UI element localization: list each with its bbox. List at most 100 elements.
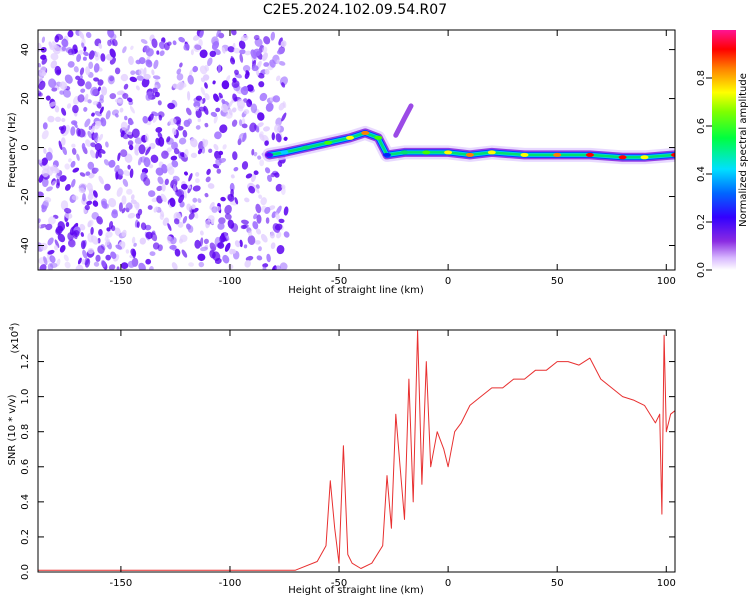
figure-title: C2E5.2024.102.09.54.R07 [263, 2, 447, 18]
noise-blob [107, 75, 115, 85]
noise-blob [218, 150, 224, 156]
signal-ridge-point [585, 152, 594, 157]
noise-blob [182, 129, 188, 138]
noise-blob [188, 262, 194, 267]
noise-blob [265, 217, 270, 224]
noise-blob [67, 232, 74, 241]
noise-blob [199, 65, 208, 75]
noise-blob [50, 52, 59, 61]
noise-blob [145, 59, 153, 68]
spectrogram-xtick-label: -150 [110, 276, 133, 287]
noise-blob [82, 193, 86, 202]
noise-blob [136, 75, 144, 81]
colorbar-tick-label: 0.2 [696, 214, 707, 230]
noise-blob [127, 260, 135, 268]
noise-blob [259, 92, 268, 102]
noise-blob [152, 87, 158, 94]
noise-blob [44, 196, 52, 203]
noise-blob [51, 180, 56, 187]
noise-blob [97, 79, 104, 86]
noise-blob [224, 204, 232, 215]
noise-blob [124, 115, 128, 121]
noise-blob [148, 190, 156, 198]
snr-marks [38, 330, 675, 571]
noise-blob [241, 161, 249, 170]
noise-blob [276, 245, 285, 255]
noise-blob [64, 74, 73, 84]
noise-blob [159, 50, 165, 57]
noise-blob [70, 160, 76, 168]
noise-blob [47, 237, 54, 246]
noise-blob [115, 244, 123, 250]
noise-blob [88, 61, 94, 69]
spectrogram-xtick-label: 50 [551, 276, 564, 287]
noise-blob [38, 42, 42, 53]
noise-blob [107, 30, 115, 38]
noise-blob [83, 51, 89, 57]
noise-blob [198, 261, 205, 268]
noise-blob [238, 40, 246, 50]
spectrogram-ytick-label: -40 [20, 237, 31, 253]
noise-blob [240, 224, 247, 230]
noise-blob [83, 106, 88, 112]
noise-blob [259, 131, 264, 138]
noise-blob [176, 73, 184, 81]
noise-blob [103, 159, 110, 166]
noise-blob [178, 238, 184, 244]
noise-blob [47, 216, 56, 225]
noise-blob [251, 148, 255, 156]
noise-blob [144, 133, 149, 142]
noise-blob [120, 149, 128, 157]
noise-blob [138, 144, 146, 155]
noise-blob [219, 124, 228, 134]
noise-blob [173, 148, 180, 155]
noise-blob [130, 70, 136, 76]
signal-ridge-point [265, 152, 274, 157]
noise-blob [47, 115, 55, 123]
noise-blob [41, 177, 49, 188]
noise-blob [202, 139, 209, 148]
noise-blob [87, 220, 92, 228]
noise-blob [184, 171, 188, 176]
noise-blob [161, 163, 168, 174]
noise-blob [45, 151, 53, 161]
noise-blob [128, 144, 134, 151]
noise-blob [90, 142, 96, 148]
noise-blob [211, 218, 215, 225]
noise-blob [204, 192, 209, 198]
noise-blob [149, 251, 156, 257]
noise-blob [192, 197, 198, 203]
noise-blob [76, 153, 80, 161]
noise-blob [195, 172, 200, 177]
snr-xtick-label: -100 [219, 578, 242, 589]
noise-blob [86, 200, 93, 206]
snr-frame [37, 329, 676, 573]
noise-blob [199, 49, 208, 59]
noise-blob [81, 42, 85, 48]
noise-blob [125, 249, 130, 254]
noise-blob [67, 30, 74, 38]
noise-blob [263, 62, 270, 67]
noise-blob [95, 149, 100, 159]
noise-blob [246, 84, 254, 92]
noise-blob [156, 185, 163, 191]
noise-blob [171, 160, 179, 168]
snr-ytick-label: 0.8 [20, 424, 31, 440]
noise-blob [197, 118, 202, 123]
noise-blob [59, 244, 66, 253]
noise-blob [200, 87, 206, 96]
noise-blob [138, 262, 146, 270]
noise-blob [125, 202, 133, 211]
noise-blob [224, 242, 231, 252]
noise-blob [100, 198, 107, 206]
noise-blob [172, 40, 177, 46]
snr-ytick-label: 0.0 [20, 564, 31, 580]
noise-blob [41, 57, 48, 65]
noise-blob [221, 103, 229, 113]
noise-blob [155, 137, 161, 146]
noise-blob [253, 34, 260, 41]
signal-ridge-point [422, 150, 431, 155]
noise-blob [200, 246, 208, 252]
noise-blob [58, 140, 63, 151]
noise-blob [283, 206, 289, 216]
